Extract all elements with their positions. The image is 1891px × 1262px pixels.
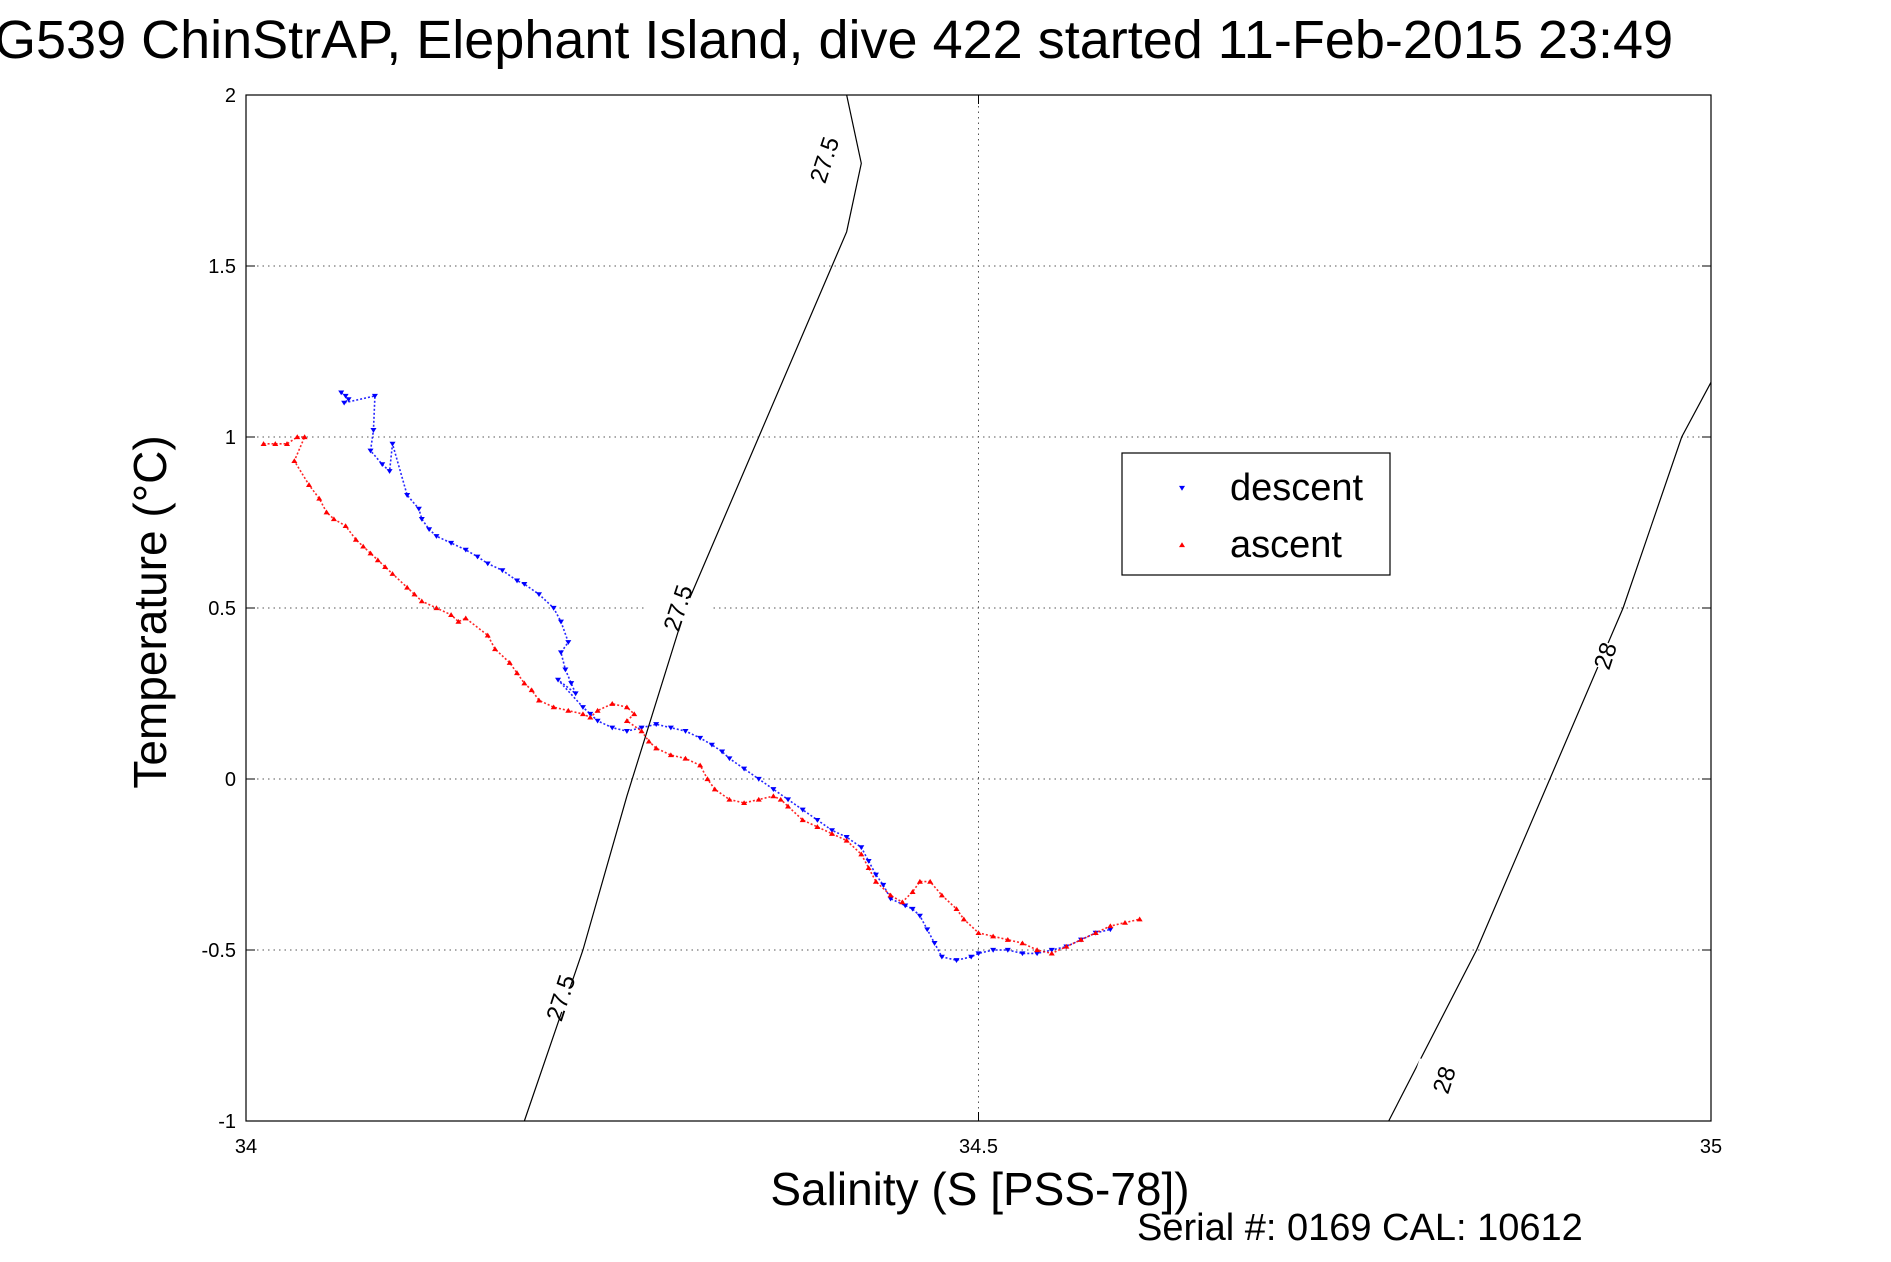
contour-label-bg	[1572, 634, 1639, 678]
axis-ticks: 34 34.5 35 -1 -0.5 0 0.5 1 1.5 2	[202, 85, 1723, 1158]
contour-label: 27.5	[805, 134, 845, 187]
data-point-ascent	[741, 800, 748, 806]
data-point-descent	[887, 896, 894, 902]
y-axis-title: Temperature (°C)	[124, 435, 176, 788]
data-point-descent	[1107, 927, 1114, 933]
data-point-ascent	[865, 865, 872, 871]
data-point-ascent	[284, 441, 291, 446]
data-point-descent	[568, 681, 575, 686]
data-point-descent	[418, 516, 425, 522]
y-tick-label: 2	[225, 85, 236, 107]
density-contour-line	[523, 94, 862, 1122]
legend-marker-descent	[1179, 485, 1185, 491]
data-point-descent	[653, 722, 660, 727]
data-point-ascent	[316, 495, 323, 501]
grid	[246, 95, 1711, 1121]
y-tick-label: -1	[218, 1111, 236, 1133]
x-tick-label: 34.5	[959, 1136, 998, 1158]
x-axis-title: Salinity (S [PSS-78])	[770, 1163, 1189, 1215]
data-point-ascent	[272, 441, 279, 446]
data-point-descent	[572, 691, 579, 697]
chart-title: G539 ChinStrAP, Elephant Island, dive 42…	[0, 10, 1673, 70]
trace-ascent	[263, 436, 1140, 955]
data-point-descent	[367, 448, 374, 454]
data-point-descent	[404, 493, 411, 498]
legend: descent ascent	[1121, 452, 1391, 576]
y-tick-label: 0.5	[208, 598, 236, 620]
legend-box	[1121, 452, 1391, 576]
data-point-ascent	[506, 660, 513, 665]
data-series	[260, 390, 1143, 963]
data-point-ascent	[455, 618, 462, 624]
data-point-ascent	[294, 434, 301, 440]
x-tick-label: 34	[235, 1136, 257, 1158]
legend-marker-ascent	[1179, 542, 1185, 548]
contour-label: 27.5	[659, 582, 699, 635]
contour-label-bg	[1411, 1058, 1477, 1102]
y-tick-label: -0.5	[202, 940, 236, 962]
data-point-ascent	[484, 632, 491, 638]
y-tick-label: 1.5	[208, 256, 236, 278]
data-point-descent	[371, 393, 378, 399]
contour-label-bg	[792, 138, 858, 182]
data-point-descent	[872, 872, 879, 878]
y-tick-label: 1	[225, 427, 236, 449]
contour-label-bg	[645, 586, 711, 630]
x-tick-label: 35	[1700, 1136, 1722, 1158]
legend-label-descent: descent	[1230, 467, 1364, 509]
data-point-descent	[565, 640, 572, 645]
series-descent	[338, 390, 1114, 963]
serial-cal-note: Serial #: 0169 CAL: 10612	[1137, 1207, 1583, 1249]
data-point-descent	[386, 469, 393, 474]
contour-label: 27.5	[541, 972, 581, 1025]
contour-label-bg	[528, 976, 594, 1020]
y-tick-label: 0	[225, 769, 236, 791]
density-contour-line	[1388, 381, 1712, 1122]
trace-descent	[340, 391, 1111, 962]
legend-label-ascent: ascent	[1230, 524, 1342, 566]
series-ascent	[260, 434, 1143, 956]
data-point-ascent	[301, 434, 308, 440]
data-point-ascent	[858, 851, 865, 857]
